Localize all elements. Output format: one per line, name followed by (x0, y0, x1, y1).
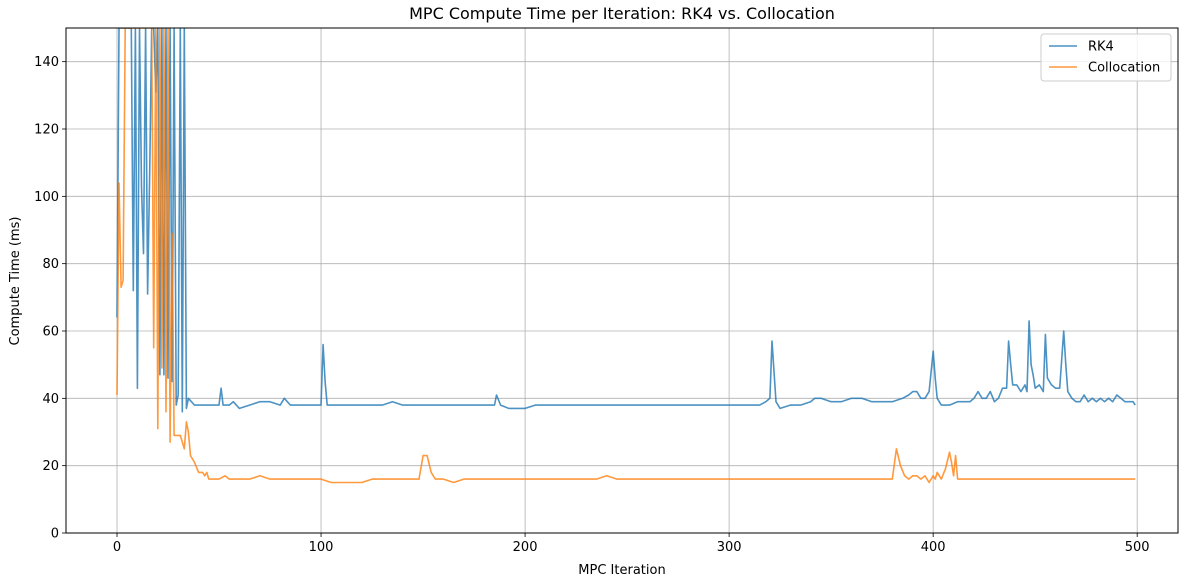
chart-title: MPC Compute Time per Iteration: RK4 vs. … (409, 4, 835, 23)
series-layer (116, 28, 1136, 484)
ticks: 0 100 200 300 400 500 0 20 40 60 80 100 120 140 (34, 55, 1149, 555)
y-tick-label: 60 (42, 325, 59, 340)
x-tick-label: 0 (113, 540, 121, 555)
y-tick-label: 40 (42, 392, 59, 407)
y-tick-label: 140 (34, 55, 59, 70)
y-axis-label: Compute Time (ms) (8, 217, 23, 346)
legend-label: Collocation (1088, 61, 1160, 76)
legend: RK4 Collocation (1040, 33, 1172, 82)
x-tick-label: 100 (309, 540, 334, 555)
x-tick-label: 400 (921, 540, 946, 555)
plot-frame (65, 27, 1179, 534)
series-line-collocation (116, 28, 1136, 484)
y-tick-label: 20 (42, 459, 59, 474)
x-tick-label: 300 (717, 540, 742, 555)
grid (66, 28, 1178, 534)
y-tick-label: 120 (34, 123, 59, 138)
legend-label: RK4 (1088, 40, 1114, 55)
series-line-rk4 (116, 28, 1136, 413)
x-tick-label: 500 (1125, 540, 1150, 555)
y-tick-label: 0 (51, 527, 59, 542)
x-axis-label: MPC Iteration (578, 563, 665, 575)
x-tick-label: 200 (513, 540, 538, 555)
y-tick-label: 100 (34, 190, 59, 205)
y-tick-label: 80 (42, 257, 59, 272)
